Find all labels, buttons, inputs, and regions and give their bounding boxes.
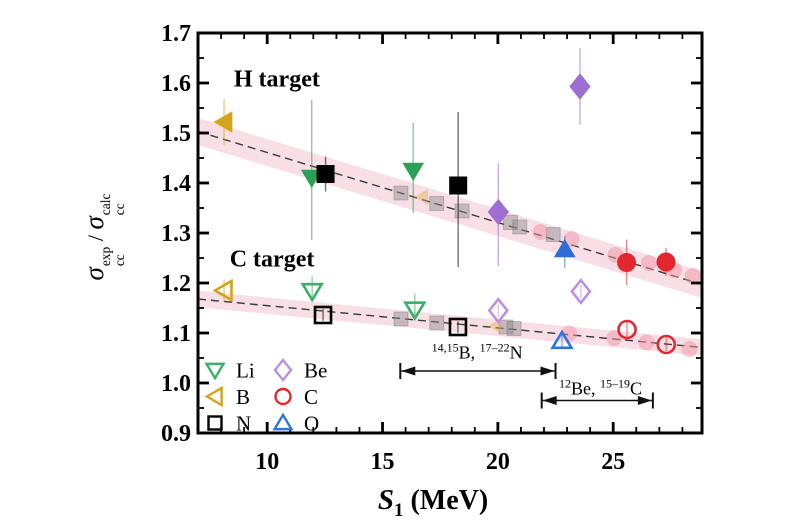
x-tick-label: 20 <box>486 449 510 475</box>
legend-label: C <box>304 385 318 409</box>
y-tick-label: 1.5 <box>161 121 191 147</box>
legend-marker-b <box>204 385 223 408</box>
legend-label: N <box>236 412 251 436</box>
x-tick-label: 25 <box>601 449 625 475</box>
legend-marker-o <box>272 412 294 431</box>
y-axis-title: σ exp cc / σ calc cc <box>78 193 127 281</box>
marker-h-target-n <box>316 165 335 183</box>
marker-c-target-li <box>300 282 324 303</box>
background-marker <box>503 215 519 230</box>
c-target-label: C target <box>229 246 315 273</box>
y-tick-label: 0.9 <box>161 421 191 447</box>
legend-label: Be <box>304 359 327 383</box>
range-annotation-label-1: 12Be, 15–19C <box>558 376 643 398</box>
background-marker <box>638 334 655 351</box>
x-tick-label: 10 <box>255 449 279 475</box>
legend-label: Li <box>236 359 255 383</box>
background-marker <box>684 268 701 284</box>
h-target-label: H target <box>233 66 320 93</box>
y-tick-label: 1.1 <box>161 321 191 347</box>
marker-h-target-be <box>569 73 591 100</box>
marker-c-target-be <box>570 278 592 305</box>
background-marker <box>429 315 445 331</box>
background-marker <box>563 231 580 247</box>
x-tick-label: 15 <box>371 449 395 475</box>
marker-c-target-o <box>550 329 574 350</box>
y-tick-label: 1.0 <box>161 371 191 397</box>
background-marker <box>681 341 698 357</box>
marker-h-target-o <box>553 239 576 258</box>
marker-h-target-b <box>213 111 233 133</box>
range-annotation-label-0: 14,15B, 17–22N <box>431 340 523 363</box>
background-marker <box>414 189 428 205</box>
y-tick-label: 1.4 <box>161 171 191 197</box>
marker-c-target-b <box>212 278 233 303</box>
legend-label: B <box>236 385 250 409</box>
background-marker <box>512 219 528 235</box>
legend-marker-c <box>274 387 292 406</box>
trend-line <box>198 130 702 286</box>
marker-c-target-n <box>448 317 468 337</box>
marker-h-target-li <box>402 162 425 181</box>
background-marker <box>393 311 409 327</box>
legend-label: O <box>304 412 319 436</box>
legend-marker-be <box>273 358 293 382</box>
legend-marker-n <box>207 415 223 431</box>
background-marker <box>454 203 470 219</box>
marker-c-target-c <box>656 334 677 355</box>
range-arrow-0 <box>399 363 557 379</box>
marker-c-target-n <box>313 305 333 325</box>
background-marker <box>640 255 657 271</box>
marker-c-target-c <box>617 319 637 340</box>
y-tick-label: 1.3 <box>161 221 191 247</box>
y-tick-label: 1.2 <box>161 271 191 297</box>
background-marker <box>498 319 514 335</box>
axes-frame <box>196 31 704 435</box>
y-tick-label: 1.7 <box>161 21 191 47</box>
marker-c-target-li <box>403 301 427 322</box>
y-tick-label: 1.6 <box>161 71 191 97</box>
background-marker <box>532 224 549 240</box>
background-marker <box>429 196 445 211</box>
x-axis-title: S1 (MeV) <box>377 484 489 521</box>
background-marker <box>506 321 522 336</box>
marker-h-target-c <box>617 253 637 272</box>
range-arrow-1 <box>540 392 654 409</box>
background-marker <box>545 227 561 242</box>
marker-h-target-n <box>449 176 468 195</box>
plot-content <box>198 48 702 357</box>
marker-h-target-be <box>487 198 509 226</box>
marker-c-target-be <box>487 297 509 324</box>
background-marker <box>393 185 409 201</box>
marker-h-target-c <box>656 252 676 272</box>
legend-marker-li <box>204 362 226 381</box>
